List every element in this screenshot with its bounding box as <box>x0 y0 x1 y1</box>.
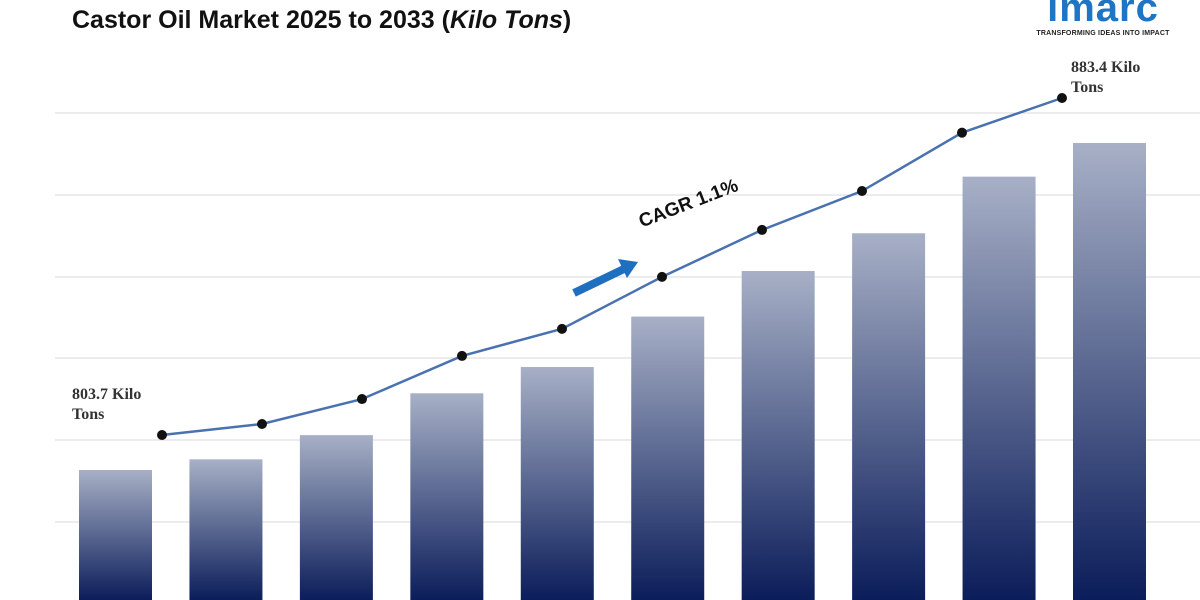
bar <box>1073 143 1146 600</box>
bar <box>410 393 484 600</box>
arrow-head <box>618 259 638 278</box>
chart-title: Castor Oil Market 2025 to 2033 (Kilo Ton… <box>72 6 571 35</box>
marker <box>957 127 967 138</box>
logo-tagline: TRANSFORMING IDEAS INTO IMPACT <box>1036 30 1170 37</box>
logo: imarc TRANSFORMING IDEAS INTO IMPACT <box>1028 0 1178 37</box>
marker <box>357 394 367 405</box>
arrow-shaft <box>572 264 628 297</box>
value-label: 883.4 Kilo Tons <box>1071 59 1141 96</box>
marker <box>557 323 567 334</box>
title-unit: Kilo Tons <box>449 6 563 34</box>
marker <box>257 419 267 430</box>
marker <box>457 350 467 361</box>
bar <box>299 435 373 600</box>
marker <box>857 186 867 197</box>
marker <box>157 430 167 440</box>
marker <box>657 271 667 282</box>
marker <box>1057 93 1067 103</box>
marker <box>757 224 767 235</box>
bar <box>520 367 594 600</box>
logo-name: imarc <box>1047 0 1159 30</box>
bar <box>852 233 926 600</box>
bar <box>631 316 705 600</box>
cagr-arrow <box>572 259 638 297</box>
bar <box>962 176 1036 600</box>
bar <box>79 470 152 600</box>
line <box>161 96 1063 437</box>
title-text: Castor Oil Market 2025 to 2033 ( <box>72 6 450 34</box>
value-label: 803.7 Kilo Tons <box>72 386 142 423</box>
bar <box>189 459 263 600</box>
title-text: ) <box>562 6 572 34</box>
bar <box>741 271 815 600</box>
